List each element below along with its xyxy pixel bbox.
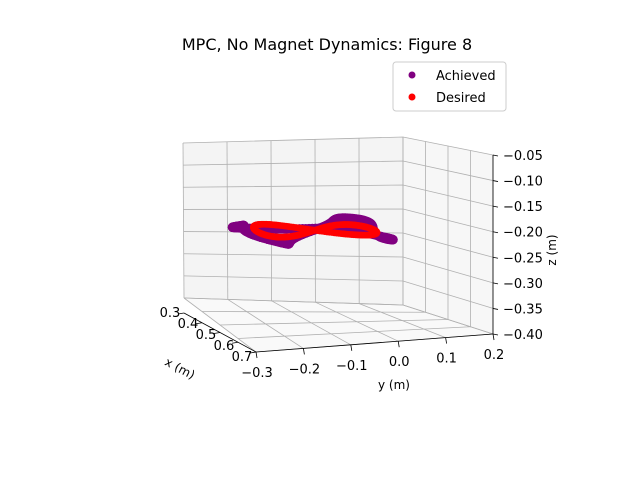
grid-line-y-wall (182, 142, 185, 299)
z-tick-label: −0.05 (503, 149, 543, 164)
x-tick-mark (213, 332, 221, 334)
grid-line-y-wall (226, 141, 229, 300)
series-desired-points (250, 220, 381, 241)
legend-frame (392, 61, 507, 112)
y-tick-label: 0.1 (436, 352, 457, 367)
z-tick-mark (492, 256, 499, 259)
y-tick-label: −0.2 (289, 362, 321, 377)
z-ticks: −0.05 −0.10 −0.15 −0.20 −0.25 −0.30 −0.35 −0.40 (492, 149, 543, 343)
legend-label-achieved: Achieved (436, 69, 496, 84)
y-axis-line (255, 333, 494, 353)
legend-marker-achieved (408, 71, 416, 79)
z-tick-mark (492, 205, 499, 208)
y-tick-mark (255, 351, 258, 359)
y-tick-mark (350, 344, 353, 351)
y-tick-mark (445, 337, 447, 344)
z-tick-label: −0.35 (503, 302, 543, 317)
x-ticks: 0.30.40.50.60.7 (160, 306, 257, 365)
z-tick-mark (492, 308, 499, 310)
x-tick-mark (177, 312, 185, 315)
z-tick-mark (492, 333, 499, 336)
z-tick-label: −0.25 (503, 251, 543, 266)
y-tick-mark (492, 333, 495, 341)
z-axis-label: z (m) (545, 234, 559, 265)
x-tick-label: 0.6 (214, 339, 235, 354)
y-tick-label: −0.1 (336, 359, 368, 374)
z-tick-mark (492, 231, 499, 234)
x-tick-label: 0.5 (196, 328, 217, 343)
z-tick-mark (492, 282, 499, 285)
x-tick-label: 0.7 (232, 350, 253, 365)
grid-line-x-floor (237, 326, 471, 339)
y-axis-label: y (m) (378, 378, 410, 392)
y-ticks: −0.3 −0.2 −0.1 0.0 0.1 0.2 (241, 333, 505, 381)
legend: Achieved Desired (392, 61, 507, 112)
y-tick-label: 0.0 (389, 355, 410, 370)
z-tick-label: −0.15 (503, 200, 543, 215)
z-tick-label: −0.20 (503, 226, 543, 241)
z-tick-mark (492, 154, 499, 157)
grid-line-x-floor (219, 319, 449, 326)
z-tick-label: −0.40 (503, 328, 543, 343)
x-tick-label: 0.4 (178, 317, 199, 332)
x-tick-mark (195, 322, 203, 325)
grid-line-x-floor (201, 311, 426, 313)
z-tick-label: −0.30 (503, 277, 543, 292)
y-tick-label: −0.3 (241, 366, 273, 381)
z-tick-mark (492, 180, 499, 182)
y-tick-label: 0.2 (484, 348, 505, 363)
desired-point (308, 226, 316, 234)
chart-title: MPC, No Magnet Dynamics: Figure 8 (182, 35, 472, 54)
x-tick-mark (231, 341, 239, 344)
y-tick-mark (303, 348, 305, 355)
y-tick-mark (397, 341, 400, 348)
grid-line-y-wall (270, 140, 273, 301)
x-tick-mark (249, 351, 257, 354)
legend-marker-desired (408, 93, 416, 101)
x-tick-label: 0.3 (160, 306, 181, 321)
legend-label-desired: Desired (436, 91, 486, 106)
z-tick-label: −0.10 (503, 175, 543, 190)
back-wall-pane (183, 137, 403, 305)
grid-line-x-floor (183, 297, 404, 306)
